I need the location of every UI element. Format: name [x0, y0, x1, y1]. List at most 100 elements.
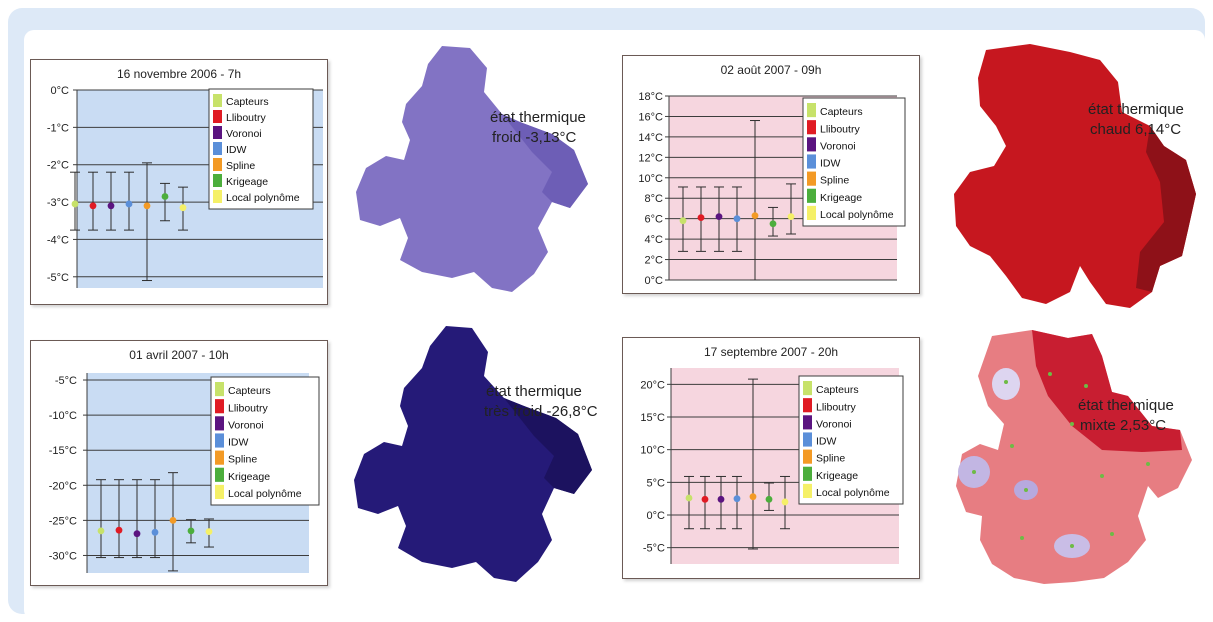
y-tick-label: -5°C	[47, 272, 69, 284]
map-label-mixed: état thermique mixte 2,53°C	[1078, 396, 1174, 436]
legend-label: Lliboutry	[816, 401, 856, 413]
data-point-voronoi	[133, 530, 141, 538]
legend-swatch	[215, 382, 224, 397]
chart-panel-aug-2007: 02 août 2007 - 09h 0°C 2°C 4°C 6°C 8°C 10°C 12°…	[622, 55, 920, 294]
y-tick-label: 0°C	[51, 85, 70, 97]
y-tick-label: -15°C	[49, 445, 77, 457]
legend-swatch	[215, 416, 224, 431]
legend-swatch	[807, 137, 816, 152]
data-point-capteurs	[97, 527, 105, 535]
legend-swatch	[803, 415, 812, 430]
y-tick-label: 8°C	[645, 193, 664, 205]
sensor-dot	[1070, 544, 1074, 548]
legend-label: Krigeage	[820, 192, 862, 204]
legend-label: Spline	[226, 160, 255, 172]
thermal-map-very-cold	[354, 326, 592, 582]
legend-box	[802, 97, 906, 227]
y-tick-label: 5°C	[647, 477, 666, 489]
chart-title: 16 novembre 2006 - 7h	[117, 67, 241, 81]
legend-swatch	[807, 205, 816, 220]
legend-label: IDW	[820, 158, 841, 170]
data-point-spline	[169, 516, 177, 524]
y-tick-label: -30°C	[49, 550, 77, 562]
legend-label: Local polynôme	[820, 209, 894, 221]
sensor-dot	[1084, 384, 1088, 388]
chart-title: 17 septembre 2007 - 20h	[704, 345, 838, 359]
map-label-line2: très froid -26,8°C	[484, 403, 598, 420]
data-point-capteurs	[685, 494, 693, 502]
y-tick-label: 4°C	[645, 234, 664, 246]
data-point-voronoi	[715, 213, 723, 221]
data-point-krigeage	[187, 527, 195, 535]
data-point-lliboutry	[115, 526, 123, 534]
map-label-line2: chaud 6,14°C	[1090, 121, 1182, 138]
data-point-krigeage	[161, 193, 169, 200]
legend-swatch	[215, 433, 224, 448]
map-label-line2: froid -3,13°C	[492, 129, 577, 146]
thermal-map-warm	[954, 44, 1196, 308]
sensor-dot	[1020, 536, 1024, 540]
map-label-line1: état thermique	[486, 383, 582, 400]
sensor-dot	[1146, 462, 1150, 466]
legend-swatch	[803, 432, 812, 447]
data-point-krigeage	[765, 495, 773, 503]
data-point-voronoi	[107, 202, 115, 210]
chart-title: 01 avril 2007 - 10h	[129, 348, 228, 362]
legend-label: Capteurs	[228, 385, 271, 397]
y-tick-label: 2°C	[645, 255, 664, 267]
y-tick-label: 10°C	[640, 445, 665, 457]
y-tick-label: -4°C	[47, 234, 69, 246]
legend-label: Capteurs	[820, 106, 863, 118]
legend: Capteurs Lliboutry Voronoi IDW Spline Krigeag…	[208, 88, 314, 210]
legend-label: Voronoi	[226, 128, 262, 140]
y-tick-label: -3°C	[47, 197, 69, 209]
legend-label: Lliboutry	[228, 402, 268, 414]
glacier-shade	[1032, 330, 1182, 452]
legend-box	[208, 88, 314, 210]
legend-label: Spline	[228, 454, 257, 466]
legend-label: Local polynôme	[226, 192, 300, 204]
map-label-very-cold: état thermique très froid -26,8°C	[484, 382, 598, 422]
legend-label: Lliboutry	[226, 112, 266, 124]
glacier-shape	[954, 44, 1196, 308]
sensor-dot	[1024, 488, 1028, 492]
legend-label: Spline	[820, 175, 849, 187]
legend-label: IDW	[226, 144, 247, 156]
legend-box	[210, 376, 320, 506]
legend-swatch	[213, 110, 222, 123]
legend-swatch	[803, 466, 812, 481]
data-point-idw	[733, 215, 741, 223]
legend-swatch	[807, 188, 816, 203]
data-point-idw	[151, 528, 159, 536]
sensor-dot	[1004, 380, 1008, 384]
legend-label: Voronoi	[816, 418, 852, 430]
legend: Capteurs Lliboutry Voronoi IDW Spline Krigeag…	[802, 97, 906, 227]
legend-label: Krigeage	[816, 470, 858, 482]
data-point-idw	[733, 495, 741, 503]
legend-box	[798, 375, 904, 505]
glacier-shade	[1136, 126, 1196, 292]
y-tick-label: 15°C	[640, 412, 665, 424]
legend-swatch	[213, 190, 222, 203]
sensor-dot	[972, 470, 976, 474]
y-tick-label: 6°C	[645, 214, 664, 226]
legend-swatch	[213, 126, 222, 139]
y-tick-label: -10°C	[49, 410, 77, 422]
legend-label: Local polynôme	[228, 488, 302, 500]
legend-label: Spline	[816, 453, 845, 465]
data-point-spline	[751, 212, 759, 220]
chart-apr-2007: 01 avril 2007 - 10h -5°C -10°C -15°C -20°C -2…	[49, 348, 320, 573]
glacier-shape	[356, 46, 588, 292]
legend-label: Voronoi	[820, 140, 856, 152]
chart-title: 02 août 2007 - 09h	[721, 63, 822, 77]
legend-label: Krigeage	[226, 176, 268, 188]
chart-aug-2007: 02 août 2007 - 09h 0°C 2°C 4°C 6°C 8°C 10°C 12°…	[638, 63, 906, 287]
map-label-line2: mixte 2,53°C	[1080, 417, 1167, 434]
legend-swatch	[807, 154, 816, 169]
sensor-dot	[1048, 372, 1052, 376]
map-label-cold: état thermique froid -3,13°C	[488, 108, 586, 148]
chart-panel-nov-2006: 16 novembre 2006 - 7h 0°C -1°C -2°C -3°C -4°C…	[30, 59, 328, 305]
legend-swatch	[213, 94, 222, 107]
legend-swatch	[213, 158, 222, 171]
legend-swatch	[213, 174, 222, 187]
